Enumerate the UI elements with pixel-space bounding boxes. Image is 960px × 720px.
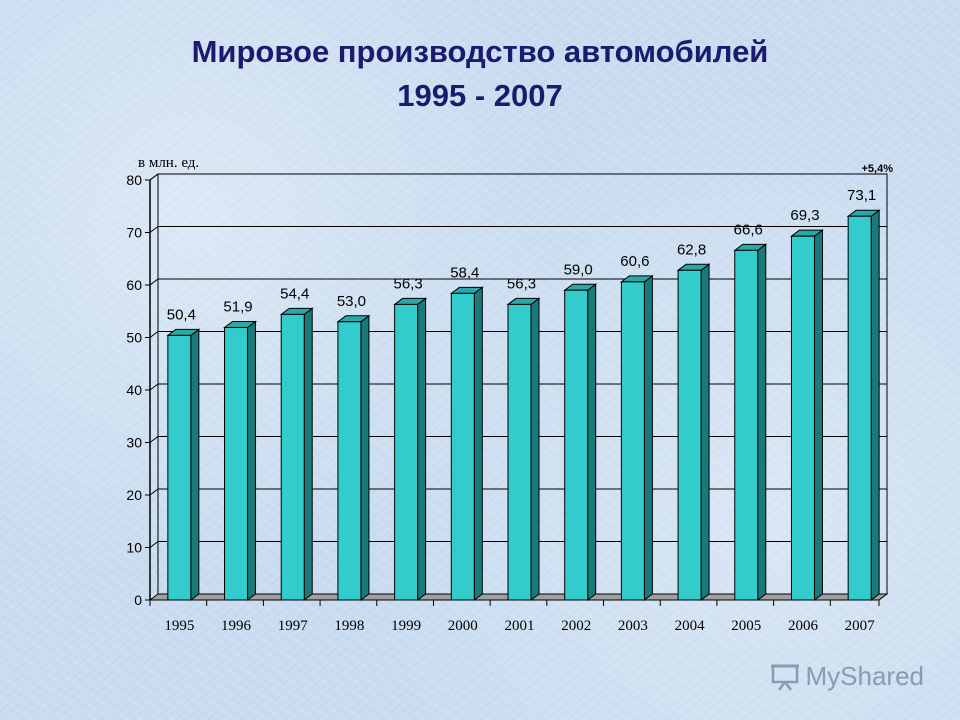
- bar-2006: [790, 235, 815, 601]
- x-tick-label-2002: 2002: [561, 618, 591, 634]
- x-tick-label-1996: 1996: [221, 618, 252, 634]
- bar-1996: [224, 327, 249, 601]
- bar-1998: [337, 321, 362, 601]
- unit-label: в млн. ед.: [138, 155, 199, 171]
- data-label-2005: 66,6: [734, 221, 763, 238]
- grid-diagonal-40: [149, 383, 159, 391]
- data-label-1996: 51,9: [223, 299, 252, 316]
- logo-text: MyShared: [805, 661, 925, 691]
- data-label-1995: 50,4: [167, 306, 196, 323]
- y-tick-label: 60: [126, 277, 142, 293]
- x-tick-label-2004: 2004: [675, 618, 706, 634]
- y-tick-label: 40: [126, 382, 142, 398]
- title-line-1: Мировое производство автомобилей: [191, 34, 769, 69]
- y-tick-label: 70: [126, 225, 142, 241]
- myshared-logo: MyShared: [770, 661, 925, 692]
- y-tick-label: 20: [126, 487, 142, 503]
- bar-side-2000: [473, 286, 483, 601]
- grid-diagonal-70: [149, 226, 159, 233]
- x-tick-label-2005: 2005: [731, 618, 761, 634]
- data-label-1998: 53,0: [337, 293, 366, 310]
- grid-diagonal-60: [149, 278, 159, 286]
- bar-side-2003: [643, 274, 653, 601]
- data-label-1997: 54,4: [280, 285, 309, 302]
- grid-diagonal-50: [149, 331, 159, 338]
- grid-diagonal-20: [149, 488, 159, 496]
- x-tick-label-2001: 2001: [505, 618, 535, 634]
- data-label-2006: 69,3: [790, 207, 819, 224]
- bar-1999: [394, 303, 419, 601]
- data-label-1999: 56,3: [394, 275, 423, 292]
- bar-2001: [507, 303, 532, 601]
- bar-1995: [167, 334, 192, 601]
- x-tick-label-1997: 1997: [278, 618, 309, 634]
- y-tick-label: 10: [126, 540, 142, 556]
- bar-side-1997: [303, 307, 313, 601]
- x-tick-label-1995: 1995: [164, 618, 194, 634]
- x-tick-label-1999: 1999: [391, 618, 421, 634]
- bar-2007: [847, 215, 872, 601]
- data-label-2001: 56,3: [507, 275, 536, 292]
- bar-side-1996: [247, 320, 257, 601]
- x-tick-label-1998: 1998: [334, 618, 364, 634]
- y-tick-label: 0: [134, 592, 142, 608]
- y-axis-top-edge: [149, 173, 159, 181]
- y-tick-label: 80: [126, 172, 142, 188]
- presentation-board-icon: [770, 664, 799, 691]
- bar-1997: [280, 313, 305, 601]
- bar-2004: [677, 269, 702, 601]
- bar-side-2001: [530, 297, 540, 601]
- x-tick-label-2003: 2003: [618, 618, 648, 634]
- bar-2003: [620, 281, 645, 601]
- bar-side-2004: [700, 263, 710, 601]
- y-tick-label: 30: [126, 435, 142, 451]
- grid-diagonal-30: [149, 436, 159, 443]
- bar-side-1998: [360, 314, 370, 601]
- bar-side-2005: [757, 243, 767, 601]
- data-label-2003: 60,6: [620, 253, 649, 270]
- data-label-2007: 73,1: [847, 187, 876, 204]
- bar-side-2002: [587, 283, 597, 601]
- bar-2000: [450, 292, 475, 601]
- bar-side-2007: [870, 209, 880, 601]
- growth-annotation: +5,4%: [862, 163, 894, 175]
- y-tick-label: 50: [126, 330, 142, 346]
- x-tick-label-2000: 2000: [448, 618, 478, 634]
- bar-2005: [734, 249, 759, 601]
- bar-side-1999: [417, 297, 427, 601]
- data-label-2000: 58,4: [450, 264, 479, 281]
- x-tick-label-2007: 2007: [845, 618, 876, 634]
- data-label-2002: 59,0: [564, 261, 593, 278]
- bar-2002: [564, 289, 589, 601]
- chart-title: Мировое производство автомобилей 1995 - …: [0, 30, 960, 118]
- title-line-2: 1995 - 2007: [397, 78, 563, 113]
- bar-side-1995: [190, 328, 200, 601]
- x-tick-label-2006: 2006: [788, 618, 819, 634]
- grid-diagonal-10: [149, 541, 159, 548]
- data-label-2004: 62,8: [677, 241, 706, 258]
- bar-side-2006: [813, 229, 823, 601]
